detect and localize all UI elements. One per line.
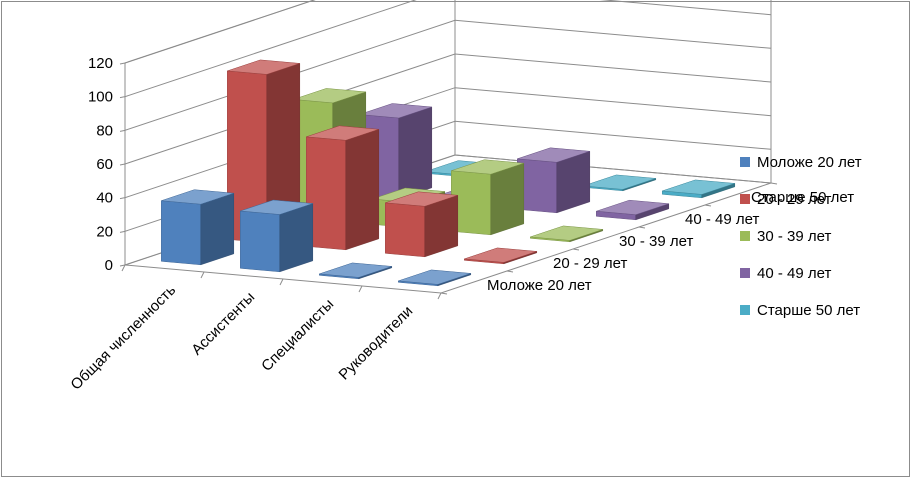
bar (240, 199, 314, 273)
legend-label: 30 - 39 лет (757, 228, 831, 245)
depth-tick-label: 30 - 39 лет (619, 233, 693, 250)
bar-side-face (200, 192, 235, 266)
gridline (124, 0, 772, 98)
gridline (124, 0, 316, 64)
bar (319, 262, 393, 280)
y-tick-mark (119, 163, 126, 166)
bar-side-face (345, 128, 380, 251)
legend-swatch (740, 305, 750, 315)
y-tick-label: 100 (88, 89, 113, 106)
y-axis-tick-labels: 0 20 40 60 80 100 120 (88, 55, 113, 274)
y-tick-label: 40 (96, 190, 113, 207)
legend-swatch (740, 268, 750, 278)
legend: Моложе 20 лет 20 - 29 лет 30 - 39 лет 40 - … (740, 154, 862, 319)
bar (161, 189, 235, 266)
bar (583, 174, 657, 192)
bar (530, 225, 604, 243)
bar-top-face (530, 225, 603, 241)
legend-label: Моложе 20 лет (757, 154, 862, 171)
bar-top-face (359, 103, 432, 119)
gridline (124, 19, 772, 131)
bar (464, 247, 538, 265)
x-tick-label: Общая численность (67, 282, 179, 394)
depth-tick-label: Моложе 20 лет (487, 277, 592, 294)
x-tick-label: Ассистенты (188, 289, 258, 359)
bar-top-face (464, 247, 537, 263)
bar-top-face (596, 199, 669, 215)
bar (227, 59, 301, 244)
gridline (124, 87, 772, 199)
bar (517, 147, 591, 214)
x-axis-tick-labels: Общая численность Ассистенты СпециалистыРу… (67, 282, 416, 394)
legend-swatch (740, 194, 750, 204)
y-tick-mark (119, 197, 126, 200)
bar-top-face (227, 59, 300, 75)
bar-series (161, 59, 736, 287)
bar-front-face (240, 210, 281, 273)
legend-label: 40 - 49 лет (757, 265, 831, 282)
bar (451, 159, 525, 236)
gridline (124, 53, 772, 165)
y-tick-mark (119, 264, 126, 267)
bar-top-face (385, 191, 458, 207)
bar (398, 269, 472, 287)
legend-label: Старше 50 лет (757, 302, 860, 319)
bar-front-face (161, 200, 202, 266)
y-tick-label: 80 (96, 122, 113, 139)
depth-tick-mark (770, 182, 778, 185)
y-tick-label: 0 (105, 257, 113, 274)
depth-tick-label: Старше 50 лет (751, 189, 854, 206)
bar-top-face (293, 88, 366, 104)
y-tick-mark (119, 96, 126, 99)
bar-top-face (398, 269, 471, 285)
legend-swatch (740, 231, 750, 241)
y-tick-label: 60 (96, 156, 113, 173)
depth-tick-label: 40 - 49 лет (685, 211, 759, 228)
legend-swatch (740, 157, 750, 167)
x-tick-label: Руководители (336, 303, 417, 384)
bar-top-face (319, 262, 392, 278)
x-tick-mark (358, 285, 363, 293)
x-tick-mark (279, 278, 284, 286)
legend-label: 20 - 29 лет (757, 191, 831, 208)
bar-top-face (583, 174, 656, 190)
x-tick-mark (200, 271, 205, 279)
bar-top-face (240, 199, 313, 215)
x-tick-mark (121, 264, 126, 272)
x-tick-label: Специалисты (258, 296, 337, 375)
bar-side-face (490, 162, 525, 236)
bar-top-face (306, 125, 379, 141)
bar-side-face (279, 203, 314, 273)
bar (662, 179, 736, 199)
bar-top-face (517, 147, 590, 163)
y-tick-mark (119, 129, 126, 132)
bar-front-face (385, 202, 426, 258)
bar (596, 199, 670, 221)
bar (385, 191, 459, 258)
y-tick-label: 120 (88, 55, 113, 72)
bar (306, 125, 380, 251)
y-tick-mark (119, 62, 126, 65)
y-tick-mark (119, 230, 126, 233)
bar-side-face (398, 106, 433, 200)
depth-tick-label: 20 - 29 лет (553, 255, 627, 272)
y-tick-label: 20 (96, 223, 113, 240)
bar-top-face (161, 189, 234, 205)
bar-top-face (662, 179, 735, 195)
x-tick-mark (437, 292, 442, 300)
bar-top-face (451, 159, 524, 175)
